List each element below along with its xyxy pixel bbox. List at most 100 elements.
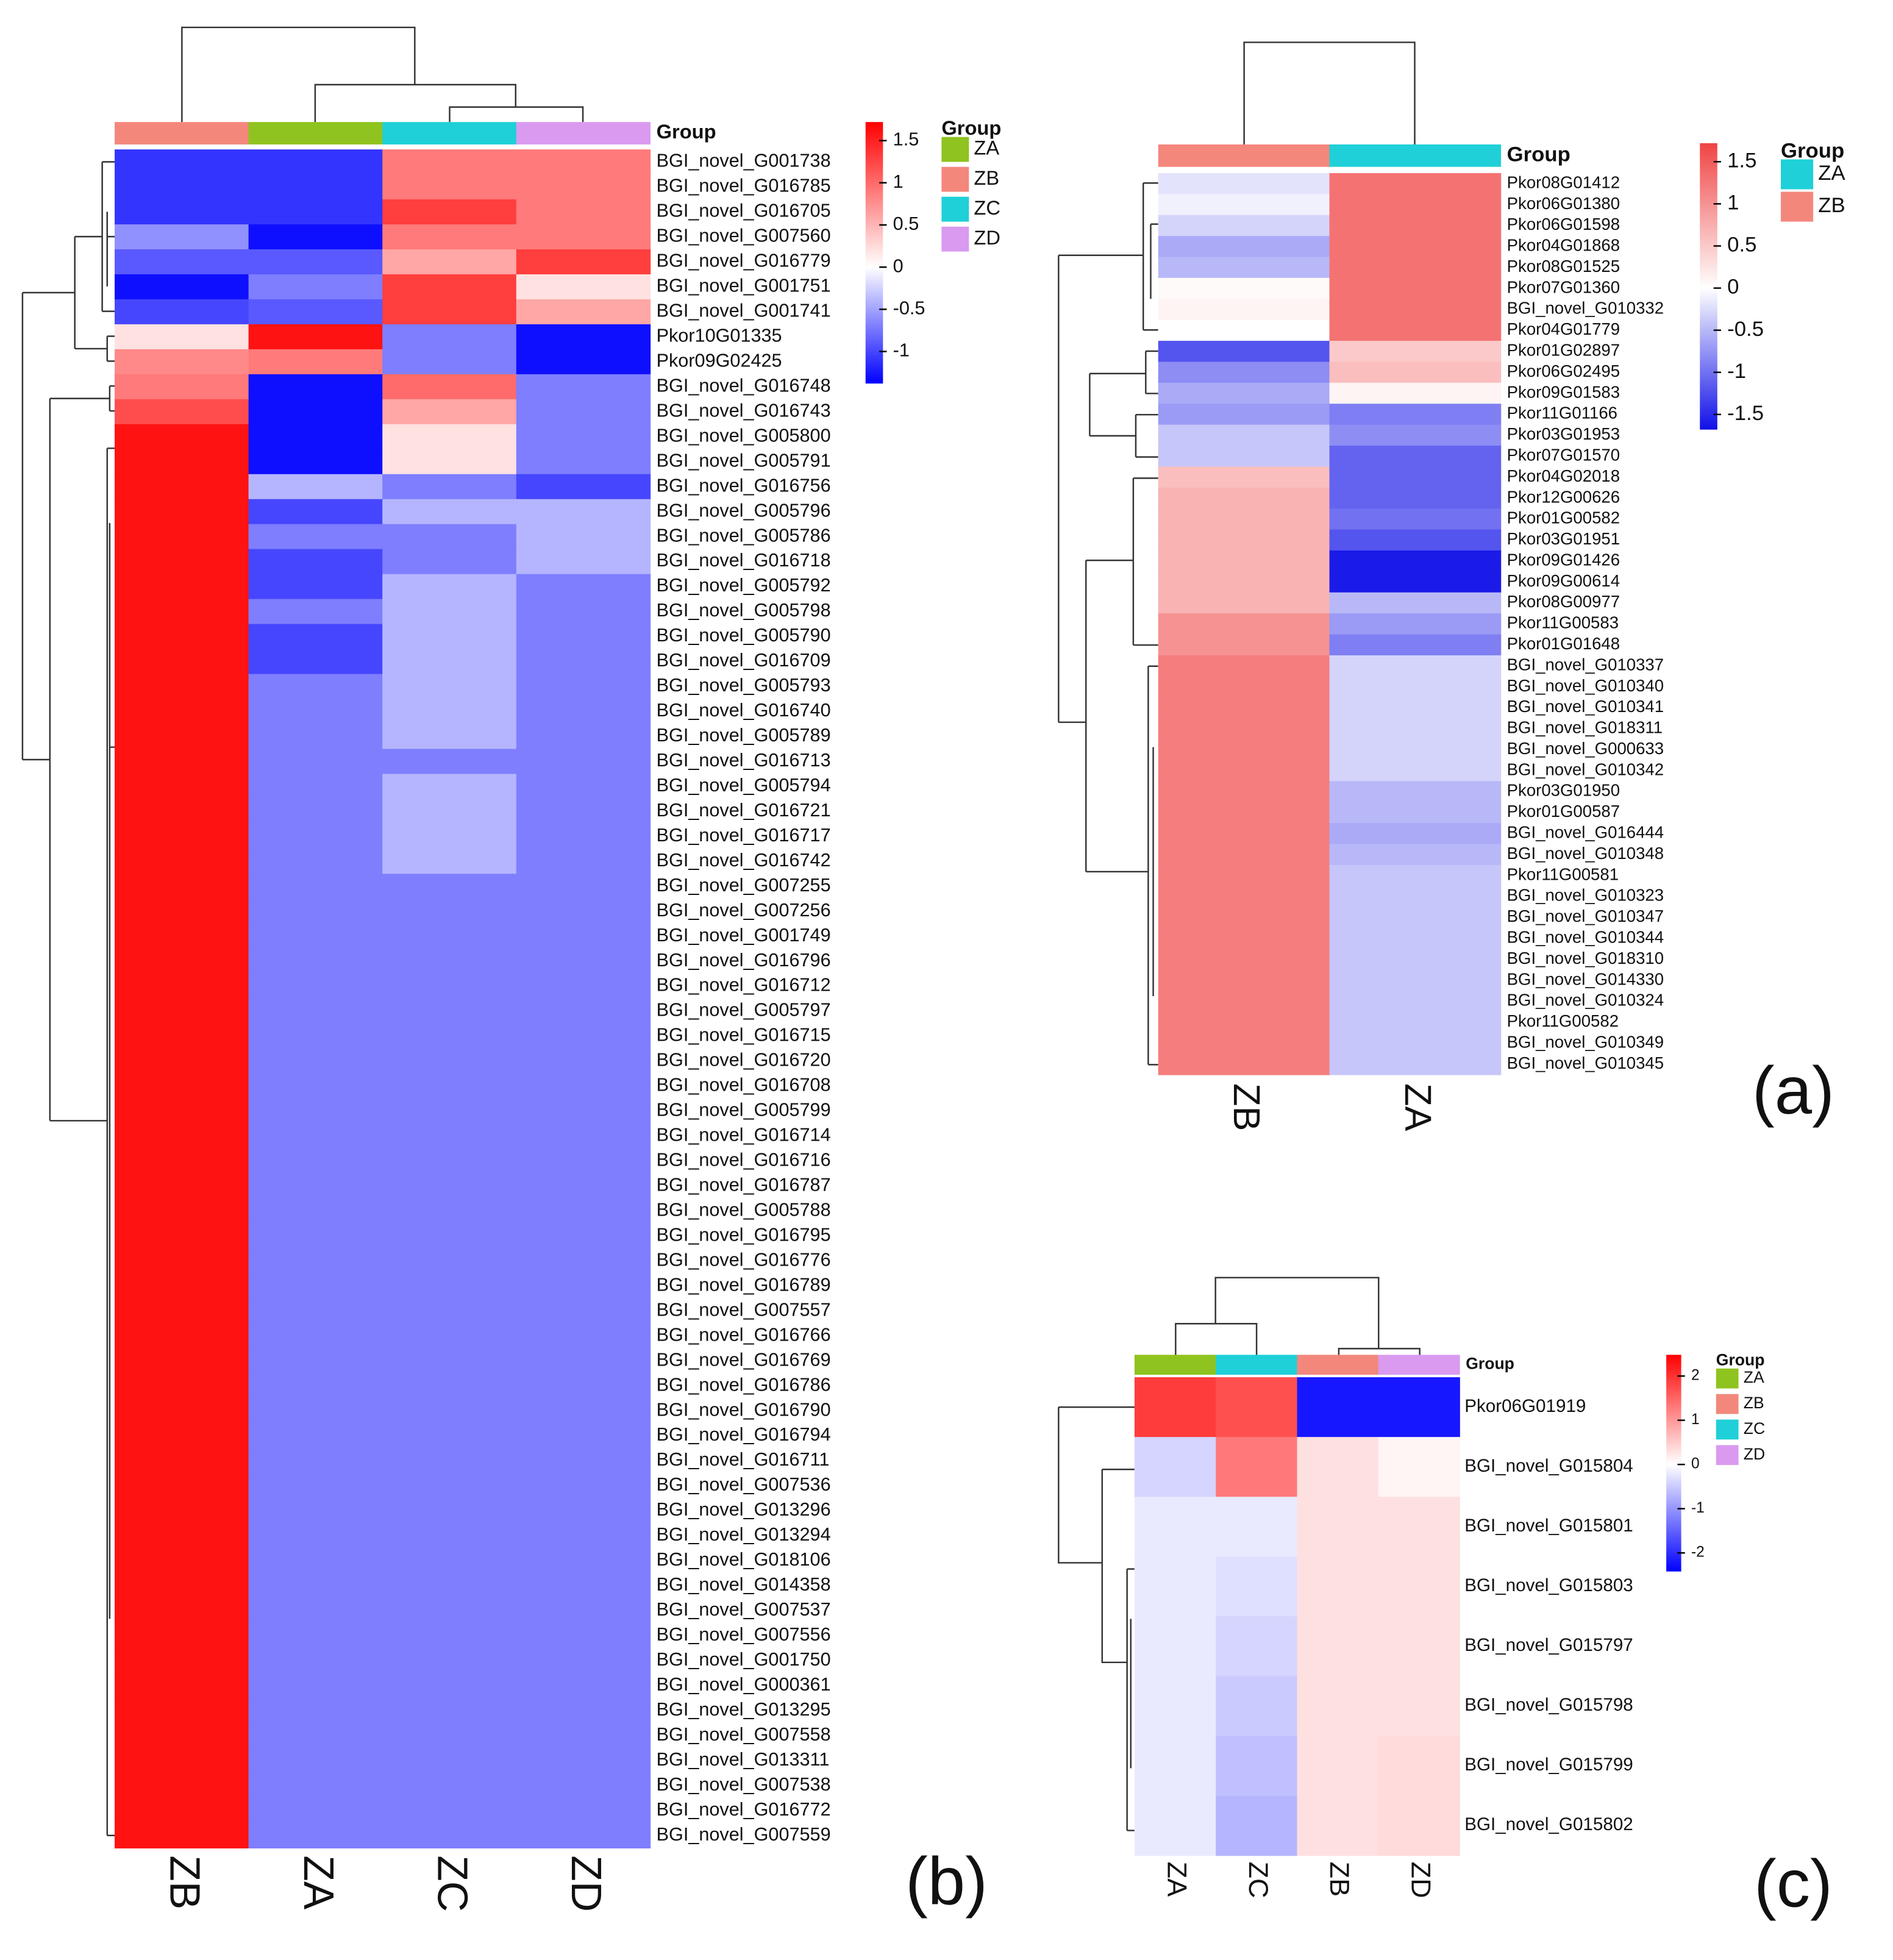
row-label: BGI_novel_G013295 [657,1699,831,1720]
heatmap-cell [382,949,517,974]
heatmap-cell [1158,655,1330,677]
heatmap-cell [516,674,651,700]
row-label: BGI_novel_G015804 [1464,1456,1633,1476]
row-label: BGI_novel_G010348 [1507,844,1664,863]
row-label: BGI_novel_G007556 [657,1624,831,1645]
row-label: BGI_novel_G016721 [657,800,831,821]
heatmap-cell [382,374,517,400]
heatmap-cell [115,1049,249,1074]
heatmap-cell [1329,739,1502,761]
heatmap-cell [516,299,651,325]
heatmap-cell [115,1623,249,1649]
heatmap-cell [516,1373,651,1399]
heatmap-cell [248,499,383,525]
heatmap-cell [248,1049,383,1074]
heatmap-cell [382,1198,517,1224]
heatmap-cell [248,1099,383,1124]
group-annotation [516,122,651,144]
heatmap-cell [115,974,249,999]
heatmap-cell [382,524,517,550]
heatmap-cell [1329,760,1502,782]
legend-label: ZA [1818,162,1845,185]
heatmap-cell [115,1698,249,1724]
heatmap-cell [1158,844,1330,866]
heatmap-cell [1297,1556,1379,1617]
row-label: BGI_novel_G016720 [657,1050,831,1071]
heatmap-cell [382,774,517,800]
heatmap-cell [516,224,651,250]
heatmap-cell [248,874,383,900]
row-label: Pkor06G01919 [1464,1396,1586,1416]
row-label: BGI_novel_G016796 [657,950,831,971]
heatmap-cell [1158,173,1330,195]
column-label: ZA [1397,1083,1439,1131]
heatmap-cell [516,1523,651,1549]
heatmap-cell [382,324,517,350]
heatmap-cell [115,1298,249,1324]
column-label: ZA [1162,1862,1193,1897]
heatmap-cell [1378,1676,1460,1737]
heatmap-cell [382,1423,517,1449]
heatmap-cell [1378,1736,1460,1797]
annotation-title: Group [1507,143,1570,166]
heatmap-cell [382,924,517,950]
annotation-title: Group [657,120,716,143]
heatmap-cell [516,199,651,225]
heatmap-cell [115,524,249,550]
heatmap-cell [382,699,517,725]
heatmap-cell [516,974,651,999]
heatmap-cell [382,1398,517,1424]
column-label: ZC [429,1855,477,1912]
heatmap-cell [248,1623,383,1649]
heatmap-cell [382,599,517,625]
heatmap-cell [1297,1795,1379,1856]
heatmap-cell [1297,1616,1379,1677]
row-label: BGI_novel_G014330 [1507,969,1664,988]
heatmap-cell [516,474,651,500]
row-label: BGI_novel_G016716 [657,1150,831,1171]
row-label: BGI_novel_G005796 [657,500,831,521]
heatmap-cell [1378,1616,1460,1677]
row-label: BGI_novel_G010341 [1507,697,1664,716]
heatmap-cell [115,349,249,375]
heatmap-cell [516,999,651,1024]
heatmap-cell [382,499,517,525]
row-label: BGI_novel_G005791 [657,450,831,471]
heatmap-cell [516,1198,651,1224]
heatmap-cell [516,1148,651,1174]
colorbar-tick-label: 1 [893,171,904,192]
heatmap-cell [115,799,249,825]
row-label: BGI_novel_G007536 [657,1474,831,1495]
heatmap-cell [248,599,383,625]
heatmap-cell [1158,676,1330,698]
heatmap-cell [382,574,517,600]
row-label: BGI_novel_G016715 [657,1025,831,1046]
heatmap-cell [1158,864,1330,887]
heatmap-cell [1329,236,1502,258]
heatmap-cell [115,599,249,625]
heatmap-cell [115,924,249,950]
heatmap-cell [115,1648,249,1674]
heatmap-cell [1158,299,1330,321]
row-label: BGI_novel_G007557 [657,1299,831,1320]
heatmap-cell [248,424,383,450]
row-label: BGI_novel_G015798 [1464,1695,1633,1715]
heatmap-cell [115,1348,249,1374]
legend-swatch [941,166,969,192]
heatmap-cell [1378,1795,1460,1856]
panel-label: (b) [905,1844,988,1919]
heatmap-cell [1216,1795,1298,1856]
heatmap-cell [115,949,249,974]
heatmap-cell [115,824,249,850]
heatmap-cell [115,549,249,575]
heatmap-cell [1329,655,1502,677]
heatmap-cell [1329,466,1502,488]
heatmap-cell [115,1398,249,1424]
heatmap-cell [1329,697,1502,719]
row-label: BGI_novel_G010324 [1507,991,1664,1010]
colorbar-tick-label: 1 [1691,1411,1700,1428]
heatmap-cell [248,1648,383,1674]
heatmap-cell [1134,1616,1217,1677]
row-label: BGI_novel_G005790 [657,625,831,646]
heatmap-cell [1378,1497,1460,1558]
